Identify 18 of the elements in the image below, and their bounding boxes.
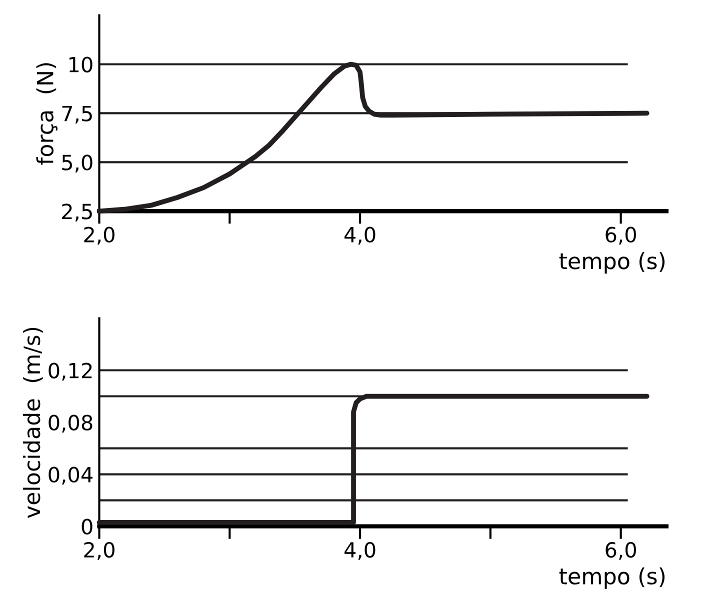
x-tick-label: 6,0 <box>606 226 636 245</box>
x-axis-title: tempo (s) <box>559 252 665 274</box>
x-tick-label: 4,0 <box>344 226 376 245</box>
y-tick-label: 0,04 <box>48 466 93 485</box>
y-tick-label: 2,5 <box>62 204 92 222</box>
x-tick-label: 2,0 <box>84 542 114 560</box>
y-tick-label: 0,08 <box>48 414 92 433</box>
y-tick-label: 5,0 <box>62 154 92 173</box>
x-tick-label: 2,0 <box>84 226 114 245</box>
x-tick-label: 6,0 <box>606 542 636 560</box>
y-tick-label: 0,12 <box>48 362 92 381</box>
x-axis-title: tempo (s) <box>559 567 665 589</box>
y-axis-title: força (N) <box>36 63 58 165</box>
y-tick-label: 7,5 <box>62 106 92 124</box>
y-tick-label: 0 <box>82 518 92 535</box>
y-tick-label: 10 <box>69 56 92 72</box>
y-axis-title: velocidade (m/s) <box>23 328 43 518</box>
x-tick-label: 4,0 <box>344 542 376 560</box>
